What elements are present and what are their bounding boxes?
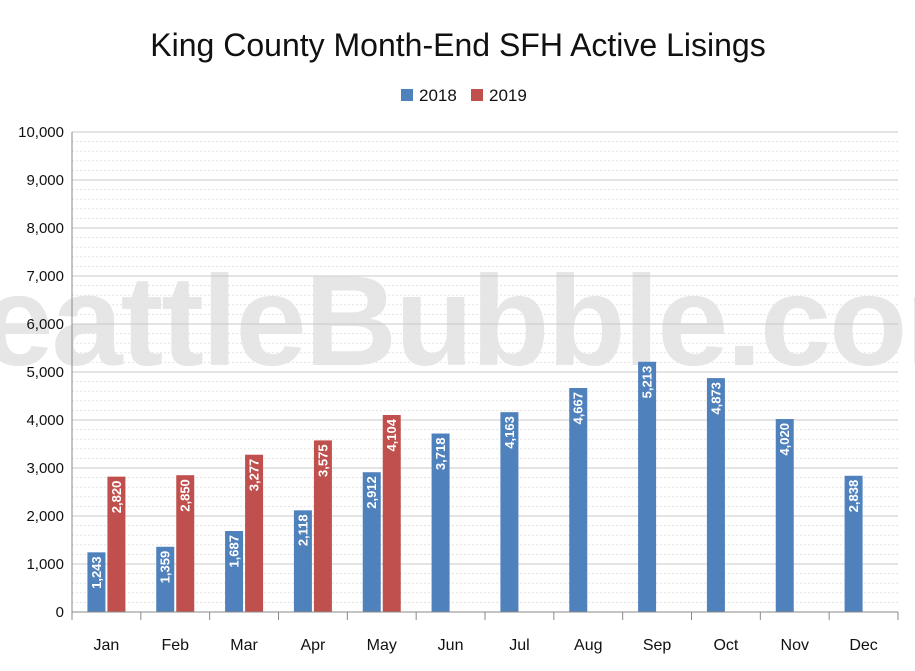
legend-label-2018: 2018 bbox=[419, 86, 457, 105]
y-tick-label: 1,000 bbox=[26, 556, 64, 573]
data-label-2018: 4,873 bbox=[708, 382, 723, 415]
data-label-2019: 3,575 bbox=[315, 444, 330, 477]
data-label-2019: 3,277 bbox=[247, 459, 262, 492]
y-tick-label: 4,000 bbox=[26, 412, 64, 429]
data-label-2018: 4,020 bbox=[777, 423, 792, 456]
bar-2019 bbox=[107, 476, 126, 612]
data-label-2018: 2,838 bbox=[846, 480, 861, 513]
data-labels: 1,243 2,820 1,359 2,850 1,687 3,277 2,118 3,575… bbox=[89, 366, 861, 589]
bar-2018 bbox=[156, 546, 175, 612]
bar-2018 bbox=[293, 510, 312, 612]
bar-2019 bbox=[382, 415, 401, 612]
bar-2018 bbox=[362, 472, 381, 612]
bar-2018 bbox=[431, 433, 450, 612]
x-category-label: Jul bbox=[509, 637, 529, 654]
bar-2019 bbox=[176, 475, 195, 612]
x-category-label: Feb bbox=[161, 637, 189, 654]
watermark-text: SeattleBubble.com bbox=[0, 250, 915, 393]
data-label-2018: 4,163 bbox=[502, 416, 517, 449]
data-label-2019: 2,820 bbox=[109, 481, 124, 514]
data-label-2018: 2,118 bbox=[295, 514, 310, 546]
bar-2018 bbox=[706, 378, 725, 612]
x-category-label: Oct bbox=[713, 637, 738, 654]
x-category-label: Apr bbox=[300, 637, 326, 654]
data-label-2018: 3,718 bbox=[433, 438, 448, 471]
data-label-2019: 4,104 bbox=[384, 418, 399, 451]
data-label-2018: 1,687 bbox=[227, 535, 242, 568]
legend-label-2019: 2019 bbox=[489, 86, 527, 105]
x-category-label: Jan bbox=[94, 637, 120, 654]
legend-swatch-2018 bbox=[401, 89, 413, 101]
bars bbox=[87, 361, 863, 612]
x-category-label: Mar bbox=[230, 637, 258, 654]
x-category-label: Nov bbox=[781, 637, 809, 654]
data-label-2018: 1,359 bbox=[158, 551, 173, 584]
data-label-2019: 2,850 bbox=[178, 479, 193, 512]
y-tick-label: 10,000 bbox=[18, 124, 64, 141]
bar-2018 bbox=[87, 552, 106, 612]
bar-2018 bbox=[500, 412, 519, 612]
bar-2018 bbox=[775, 419, 794, 612]
bar-2018 bbox=[569, 387, 588, 612]
x-category-label: Sep bbox=[643, 637, 672, 654]
bar-2018 bbox=[844, 475, 863, 612]
data-label-2018: 1,243 bbox=[89, 556, 104, 589]
y-tick-label: 5,000 bbox=[26, 364, 64, 381]
x-category-label: Jun bbox=[438, 637, 464, 654]
bar-2018 bbox=[225, 531, 244, 612]
bar-2019 bbox=[245, 454, 264, 612]
x-category-label: May bbox=[367, 637, 397, 654]
data-label-2018: 2,912 bbox=[364, 476, 379, 509]
bar-2019 bbox=[313, 440, 332, 612]
x-axis-categories: Jan Feb Mar Apr May Jun Jul Aug Sep Oct Nov Dec bbox=[71, 612, 899, 654]
x-category-label: Aug bbox=[574, 637, 602, 654]
y-tick-label: 2,000 bbox=[26, 508, 64, 525]
y-tick-label: 8,000 bbox=[26, 220, 64, 237]
y-tick-label: 3,000 bbox=[26, 460, 64, 477]
y-tick-label: 7,000 bbox=[26, 268, 64, 285]
data-label-2018: 4,667 bbox=[571, 392, 586, 425]
y-tick-label: 6,000 bbox=[26, 316, 64, 333]
bar-2018 bbox=[638, 361, 657, 612]
gridlines bbox=[72, 131, 898, 603]
chart-title: King County Month-End SFH Active Lisings bbox=[150, 27, 765, 63]
y-tick-label: 9,000 bbox=[26, 172, 64, 189]
y-axis-ticks: 0 1,000 2,000 3,000 4,000 5,000 6,000 7,000 8,00… bbox=[18, 124, 64, 621]
legend: 2018 2019 bbox=[401, 86, 527, 105]
data-label-2018: 5,213 bbox=[640, 366, 655, 399]
y-tick-label: 0 bbox=[56, 604, 64, 621]
x-category-label: Dec bbox=[849, 637, 877, 654]
legend-swatch-2019 bbox=[471, 89, 483, 101]
